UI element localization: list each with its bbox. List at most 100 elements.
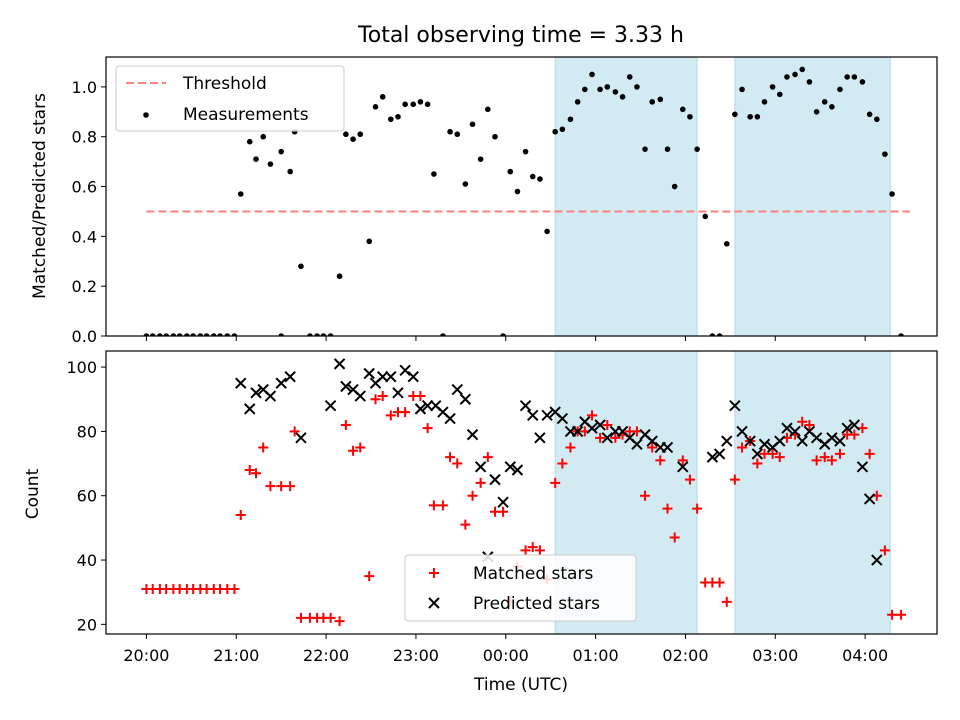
top-y-tick-label: 0.4 <box>72 227 97 246</box>
measurements-point <box>671 183 678 190</box>
predicted-stars-point <box>774 435 786 447</box>
measurements-point <box>184 333 190 336</box>
matched-stars-point <box>640 490 651 501</box>
predicted-stars-point <box>340 380 352 393</box>
measurements-point <box>889 191 895 197</box>
matched-stars-point <box>334 616 345 627</box>
predicted-stars-point <box>511 464 524 476</box>
top-legend: Threshold Measurements <box>115 65 345 132</box>
legend-measurements-swatch <box>143 112 149 118</box>
matched-stars-point <box>834 448 845 459</box>
matched-stars-point <box>857 423 868 434</box>
matched-stars-point <box>721 596 732 607</box>
matched-stars-point <box>879 545 890 556</box>
matched-stars-point <box>276 481 287 492</box>
top-y-tick-label: 0.0 <box>72 327 97 346</box>
measurements-point <box>874 116 880 123</box>
predicted-stars-point <box>871 554 883 566</box>
legend-threshold-label: Threshold <box>182 74 267 94</box>
predicted-stars-point <box>444 412 456 425</box>
matched-stars-point <box>422 423 433 434</box>
measurements-point <box>267 161 274 167</box>
measurements-point <box>866 111 873 118</box>
measurements-point <box>739 86 745 93</box>
predicted-stars-point <box>751 448 764 460</box>
measurements-point <box>776 91 783 98</box>
bottom-axes-frame <box>105 350 938 635</box>
x-tick-label: 00:00 <box>483 646 529 665</box>
predicted-stars-point <box>421 399 434 412</box>
predicted-stars-point <box>497 496 509 508</box>
matched-stars-point <box>527 542 538 553</box>
matched-stars-point <box>692 503 703 514</box>
measurements-point <box>366 238 373 245</box>
matched-stars-point <box>602 419 613 430</box>
measurements-point <box>723 241 730 247</box>
measurements-point <box>217 333 223 336</box>
measurements-point <box>379 94 386 100</box>
matched-stars-point <box>595 432 606 443</box>
predicted-stars-point <box>729 399 741 412</box>
matched-stars-point <box>251 468 262 479</box>
matched-stars-point <box>445 452 456 463</box>
measurements-point <box>761 99 768 105</box>
x-axis-label: Time (UTC) <box>473 675 568 695</box>
measurements-point <box>634 84 640 90</box>
predicted-stars-point <box>758 438 771 450</box>
measurements-point <box>372 104 379 110</box>
measurements-point <box>157 333 163 336</box>
predicted-stars-point <box>489 473 501 486</box>
predicted-stars-point <box>826 432 838 444</box>
measurements-point <box>462 181 469 187</box>
measurements-point <box>597 86 603 93</box>
predicted-stars-point <box>863 493 876 505</box>
matched-stars-point <box>677 455 688 466</box>
bottom-observing-window-1 <box>734 350 891 635</box>
predicted-stars-point <box>244 403 256 415</box>
measurements-point <box>307 333 313 336</box>
matched-stars-point <box>849 429 860 440</box>
matched-stars-point <box>467 490 478 501</box>
predicted-stars-point <box>594 419 606 431</box>
matched-stars-point <box>669 532 680 543</box>
matched-stars-point <box>295 612 306 623</box>
predicted-stars-point <box>451 383 463 396</box>
figure-title: Total observing time = 3.33 h <box>357 23 684 48</box>
matched-stars-point <box>662 503 673 514</box>
predicted-stars-point <box>407 371 419 383</box>
measurements-point <box>859 79 866 85</box>
matched-stars-point <box>400 407 411 418</box>
measurements-point <box>559 126 566 133</box>
measurements-point <box>837 86 843 93</box>
measurements-point <box>882 151 888 157</box>
bottom-y-tick-label: 60 <box>77 487 97 506</box>
measurements-point <box>529 173 536 180</box>
predicted-stars-point <box>474 461 487 473</box>
measurements-point <box>231 333 238 336</box>
measurements-point <box>507 168 514 175</box>
predicted-stars-point <box>275 377 287 389</box>
legend-measurements-label: Measurements <box>183 105 309 125</box>
predicted-stars-point <box>586 422 598 434</box>
predicted-stars-point <box>295 432 307 444</box>
measurements-point <box>582 86 588 93</box>
bottom-panel: 20 40 60 80 100 20:00 21:00 22:00 23:00 00:00 01:0… <box>66 350 938 665</box>
measurements-point <box>176 333 183 336</box>
measurements-point <box>792 71 798 78</box>
predicted-stars-point <box>571 425 584 438</box>
predicted-stars-point <box>856 461 869 473</box>
top-legend-box <box>115 65 345 132</box>
x-tick-label: 02:00 <box>662 646 708 665</box>
predicted-stars-point <box>789 425 801 438</box>
measurements-point <box>350 136 356 143</box>
x-tick-label: 22:00 <box>303 646 349 665</box>
measurements-point <box>440 333 446 336</box>
matched-stars-point <box>364 571 375 582</box>
matched-stars-point <box>437 500 448 511</box>
measurements-point <box>469 121 476 128</box>
measurements-point <box>552 128 558 135</box>
measurements-point <box>260 133 267 140</box>
measurements-point <box>237 191 244 197</box>
bottom-y-tick-label: 40 <box>77 551 97 570</box>
matched-stars-point <box>355 442 366 453</box>
